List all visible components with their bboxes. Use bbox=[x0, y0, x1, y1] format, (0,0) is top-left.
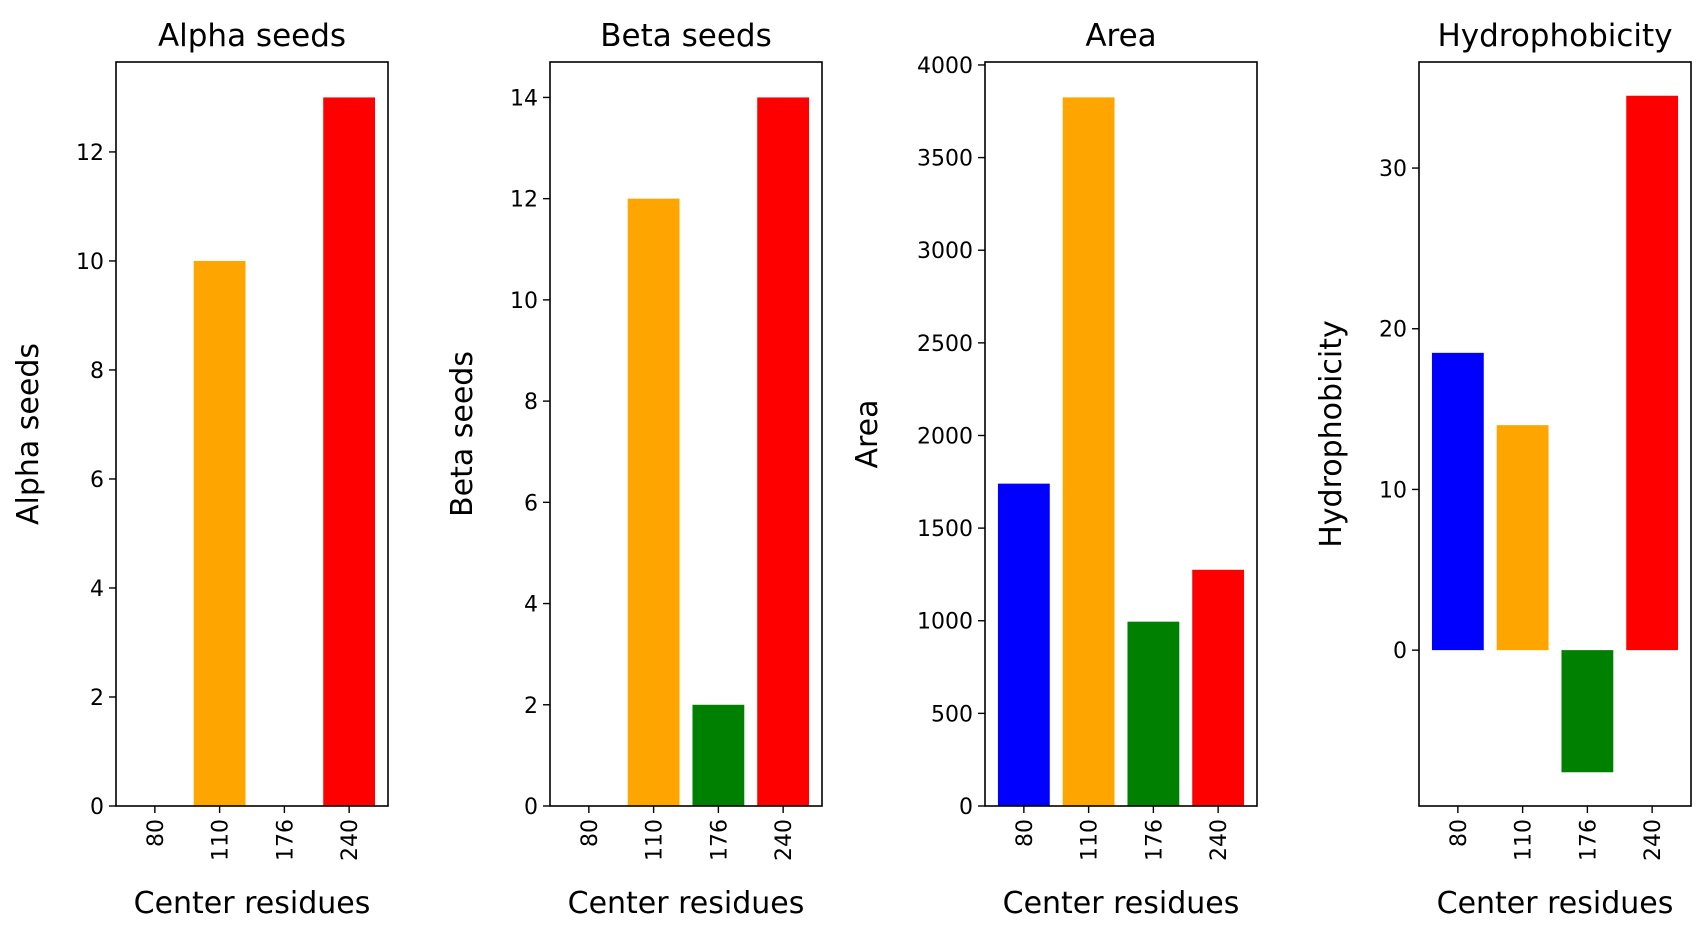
y-tick-label: 14 bbox=[510, 86, 538, 111]
x-tick-label: 176 bbox=[273, 819, 298, 861]
bar-110 bbox=[193, 260, 246, 806]
y-tick-label: 3500 bbox=[917, 147, 973, 172]
axes-frame bbox=[549, 61, 823, 807]
y-tick-label: 12 bbox=[510, 188, 538, 213]
y-tick-label: 6 bbox=[524, 491, 538, 516]
bar-240 bbox=[757, 97, 810, 807]
y-tick-label: 1000 bbox=[917, 610, 973, 635]
chart-panel-area: 0 500 1000 1500 2000 2500 3000 3500 4000 80 110 176… bbox=[850, 18, 1258, 921]
x-tick-label: 80 bbox=[1447, 819, 1472, 847]
y-tick-label: 0 bbox=[959, 795, 973, 820]
bar-176 bbox=[1561, 650, 1614, 773]
bar-110 bbox=[1496, 425, 1549, 651]
y-axis-title: Hydrophobicity bbox=[1314, 320, 1349, 548]
bar-240 bbox=[1626, 95, 1679, 651]
y-tick-label: 12 bbox=[76, 141, 104, 166]
x-tick-label: 240 bbox=[1207, 819, 1232, 861]
chart-panel-beta-seeds: 0 2 4 6 8 10 12 14 80 110 176 240 Beta seeds Center r… bbox=[445, 18, 823, 921]
y-tick-label: 30 bbox=[1379, 157, 1407, 182]
panel-title: Hydrophobicity bbox=[1437, 18, 1672, 54]
x-tick-label: 110 bbox=[643, 819, 668, 861]
x-tick-label: 80 bbox=[1013, 819, 1038, 847]
bar-80 bbox=[997, 483, 1050, 806]
y-tick-label: 8 bbox=[524, 390, 538, 415]
x-tick-label: 240 bbox=[338, 819, 363, 861]
y-tick-label: 4 bbox=[90, 577, 104, 602]
y-tick-label: 2 bbox=[90, 686, 104, 711]
y-tick-label: 10 bbox=[510, 289, 538, 314]
bar-240 bbox=[1192, 569, 1245, 806]
y-tick-label: 4000 bbox=[917, 54, 973, 79]
bar-176 bbox=[1127, 621, 1180, 806]
x-tick-label: 110 bbox=[209, 819, 234, 861]
y-tick-label: 1500 bbox=[917, 517, 973, 542]
x-tick-label: 110 bbox=[1512, 819, 1537, 861]
x-tick-label: 176 bbox=[1142, 819, 1167, 861]
bar-240 bbox=[323, 97, 376, 807]
y-axis-title: Beta seeds bbox=[445, 351, 480, 517]
y-tick-label: 6 bbox=[90, 468, 104, 493]
axes-frame bbox=[115, 61, 389, 807]
chart-panel-alpha-seeds: 0 2 4 6 8 10 12 80 110 176 240 Alpha seeds Center re… bbox=[11, 18, 389, 921]
bar-176 bbox=[692, 704, 745, 806]
x-axis-title: Center residues bbox=[1437, 886, 1674, 921]
panel-title: Alpha seeds bbox=[158, 18, 346, 54]
y-tick-label: 3000 bbox=[917, 239, 973, 264]
x-tick-label: 240 bbox=[1641, 819, 1666, 861]
y-axis-title: Alpha seeds bbox=[11, 343, 46, 525]
panel-title: Beta seeds bbox=[600, 18, 771, 54]
x-axis-title: Center residues bbox=[1003, 886, 1240, 921]
x-tick-label: 80 bbox=[578, 819, 603, 847]
y-tick-label: 10 bbox=[1379, 478, 1407, 503]
panel-title: Area bbox=[1085, 18, 1156, 54]
axes-frame bbox=[984, 61, 1258, 807]
bar-110 bbox=[627, 198, 680, 806]
x-axis-title: Center residues bbox=[568, 886, 805, 921]
y-tick-label: 2000 bbox=[917, 424, 973, 449]
y-tick-label: 2 bbox=[524, 694, 538, 719]
bar-110 bbox=[1062, 97, 1115, 806]
x-tick-label: 176 bbox=[1576, 819, 1601, 861]
x-tick-label: 240 bbox=[772, 819, 797, 861]
chart-panel-hydrophobicity: 0 10 20 30 80 110 176 240 Hydrophobicity Center r… bbox=[1314, 18, 1692, 921]
x-tick-label: 110 bbox=[1078, 819, 1103, 861]
axes-frame bbox=[1418, 61, 1692, 807]
bar-80 bbox=[1431, 352, 1484, 651]
y-tick-label: 8 bbox=[90, 359, 104, 384]
y-tick-label: 500 bbox=[931, 702, 973, 727]
y-tick-label: 2500 bbox=[917, 332, 973, 357]
y-tick-label: 0 bbox=[1393, 639, 1407, 664]
y-tick-label: 20 bbox=[1379, 318, 1407, 343]
y-tick-label: 10 bbox=[76, 250, 104, 275]
y-tick-label: 0 bbox=[524, 795, 538, 820]
x-tick-label: 80 bbox=[144, 819, 169, 847]
y-tick-label: 0 bbox=[90, 795, 104, 820]
x-tick-label: 176 bbox=[707, 819, 732, 861]
x-axis-title: Center residues bbox=[134, 886, 371, 921]
y-axis-title: Area bbox=[850, 399, 885, 468]
y-tick-label: 4 bbox=[524, 593, 538, 618]
